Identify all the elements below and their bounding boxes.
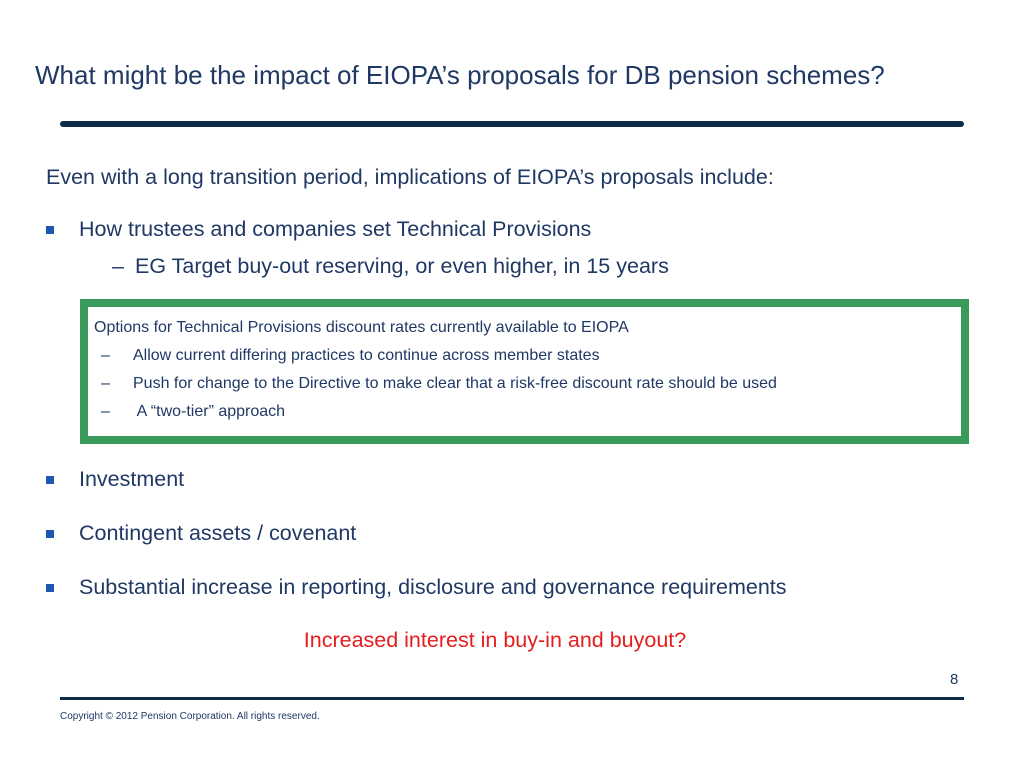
callout-box: Options for Technical Provisions discoun…	[80, 299, 969, 444]
square-bullet-icon	[46, 584, 54, 592]
callout-heading: Options for Technical Provisions discoun…	[94, 319, 629, 336]
callout-item-text: Allow current differing practices to con…	[133, 347, 600, 364]
bullet-text: Investment	[79, 467, 185, 491]
dash-marker: –	[101, 375, 110, 392]
conclusion-text: Increased interest in buy-in and buyout?	[303, 628, 687, 652]
square-bullet-icon	[46, 530, 54, 538]
callout-item-text: A “two-tier” approach	[133, 403, 286, 420]
dash-marker: –	[101, 403, 110, 420]
bullet-text: Substantial increase in reporting, discl…	[79, 575, 787, 599]
dash-marker: –	[101, 347, 110, 364]
copyright-text: Copyright © 2012 Pension Corporation. Al…	[60, 711, 320, 722]
square-bullet-icon	[46, 476, 54, 484]
page-number: 8	[950, 671, 959, 688]
intro-text: Even with a long transition period, impl…	[46, 165, 774, 189]
slide-title: What might be the impact of EIOPA’s prop…	[35, 60, 885, 90]
dash-marker: –	[112, 254, 124, 278]
bullet-text: Contingent assets / covenant	[79, 521, 357, 545]
title-divider	[60, 121, 964, 127]
sub-bullet-text: EG Target buy-out reserving, or even hig…	[135, 254, 669, 278]
bullet-text: How trustees and companies set Technical…	[79, 217, 592, 241]
callout-item-text: Push for change to the Directive to make…	[133, 375, 777, 392]
square-bullet-icon	[46, 226, 54, 234]
footer-divider	[60, 697, 964, 700]
